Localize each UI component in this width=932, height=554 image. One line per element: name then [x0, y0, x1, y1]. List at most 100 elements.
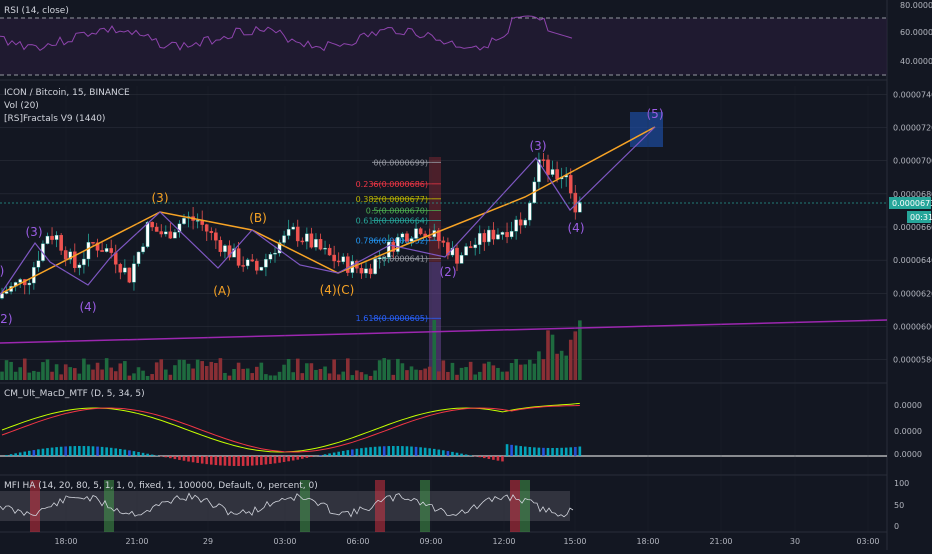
macd-histogram-bar: [42, 449, 45, 456]
macd-histogram-bar: [151, 455, 154, 456]
macd-histogram-bar: [365, 448, 368, 456]
macd-histogram-bar: [10, 454, 13, 456]
volume-bar: [551, 335, 555, 380]
candle-body: [419, 229, 422, 234]
mfi-title[interactable]: MFI HA (14, 20, 80, 5, 1, 1, 0, fixed, 1…: [4, 481, 318, 491]
macd-histogram-bar: [51, 448, 54, 456]
macd-histogram-bar: [538, 448, 541, 456]
candle-body: [110, 248, 113, 252]
candle-body: [19, 279, 22, 282]
candle-body: [173, 232, 176, 238]
volume-bar: [533, 364, 537, 380]
volume-bar: [564, 356, 568, 380]
main-title[interactable]: ICON / Bitcoin, 15, BINANCE: [4, 88, 130, 98]
candle-body: [515, 220, 518, 231]
volume-bar: [373, 371, 377, 380]
volume-bar: [164, 370, 168, 380]
macd-histogram-bar: [183, 456, 186, 461]
volume-bar: [473, 374, 477, 380]
candle-body: [442, 241, 445, 243]
volume-bar: [432, 320, 436, 380]
volume-bar: [141, 371, 145, 380]
macd-histogram-bar: [369, 447, 372, 456]
time-axis-label: 18:00: [54, 537, 77, 546]
candle-body: [505, 232, 508, 237]
mfi-highlight-bar: [420, 480, 430, 532]
rsi-axis-label: 40.0000: [900, 57, 932, 66]
macd-histogram-bar: [246, 456, 249, 466]
macd-histogram-bar: [105, 447, 108, 456]
candle-body: [246, 260, 249, 266]
volume-bar: [68, 367, 72, 380]
candle-body: [46, 236, 49, 244]
macd-histogram-bar: [124, 450, 127, 456]
fractals-legend[interactable]: [RS]Fractals V9 (1440): [4, 114, 105, 124]
volume-bar: [200, 361, 204, 380]
rsi-title[interactable]: RSI (14, close): [4, 6, 69, 16]
macd-histogram-bar: [296, 456, 299, 460]
macd-histogram-bar: [169, 456, 172, 458]
volume-bar: [364, 374, 368, 380]
candle-body: [37, 261, 40, 268]
candle-body: [465, 246, 468, 255]
macd-histogram-bar: [5, 455, 8, 456]
volume-bar: [228, 376, 232, 380]
macd-histogram-bar: [560, 448, 563, 456]
macd-histogram-bar: [192, 456, 195, 462]
volume-bar: [191, 369, 195, 380]
volume-bar: [578, 320, 582, 380]
macd-histogram-bar: [428, 448, 431, 456]
macd-histogram-bar: [96, 447, 99, 456]
candle-body: [214, 233, 217, 240]
volume-bar: [501, 372, 505, 380]
macd-histogram-bar: [137, 452, 140, 456]
volume-bar: [187, 364, 191, 380]
volume-bar: [296, 359, 300, 380]
candle-body: [542, 160, 545, 161]
candle-body: [182, 218, 185, 224]
candle-body: [305, 234, 308, 242]
macd-title[interactable]: CM_Ult_MacD_MTF (D, 5, 34, 5): [4, 389, 145, 399]
macd-histogram-bar: [110, 448, 113, 456]
macd-histogram-bar: [64, 446, 67, 456]
volume-bar: [574, 331, 578, 380]
volume-bar: [523, 364, 527, 380]
volume-bar: [437, 371, 441, 380]
price-axis-label: 0.0000580: [893, 356, 932, 365]
volume-legend[interactable]: Vol (20): [4, 101, 39, 111]
volume-bar: [119, 363, 123, 380]
volume-bar: [560, 351, 564, 380]
macd-histogram-bar: [465, 454, 468, 456]
wave-label: ): [0, 264, 4, 278]
candle-body: [251, 260, 254, 261]
volume-bar: [369, 376, 373, 380]
volume-bar: [155, 362, 159, 380]
candle-body: [91, 242, 94, 243]
macd-histogram-bar: [492, 456, 495, 460]
wave-label: (4): [568, 221, 585, 235]
volume-bar: [14, 372, 18, 380]
macd-histogram-bar: [142, 453, 145, 456]
volume-bar: [223, 373, 227, 380]
macd-histogram-bar: [397, 446, 400, 456]
candle-body: [141, 247, 144, 252]
price-axis-label: 0.0000740: [893, 90, 932, 99]
volume-bar: [310, 363, 314, 380]
mfi-highlight-bar: [510, 480, 520, 532]
volume-bar: [264, 374, 268, 380]
candle-body: [32, 267, 35, 283]
candle-body: [496, 235, 499, 240]
candle-body: [301, 241, 304, 242]
volume-bar: [519, 365, 523, 380]
volume-bar: [487, 362, 491, 380]
candle-body: [60, 235, 63, 250]
volume-bar: [169, 375, 173, 380]
macd-histogram-bar: [306, 456, 309, 458]
fib-level-label: 0.236(0.0000686): [356, 180, 428, 189]
volume-bar: [537, 351, 541, 380]
price-axis-label: 0.0000640: [893, 256, 932, 265]
wave-label: (4)(C): [320, 283, 355, 297]
volume-bar: [423, 369, 427, 380]
volume-bar: [9, 362, 13, 380]
